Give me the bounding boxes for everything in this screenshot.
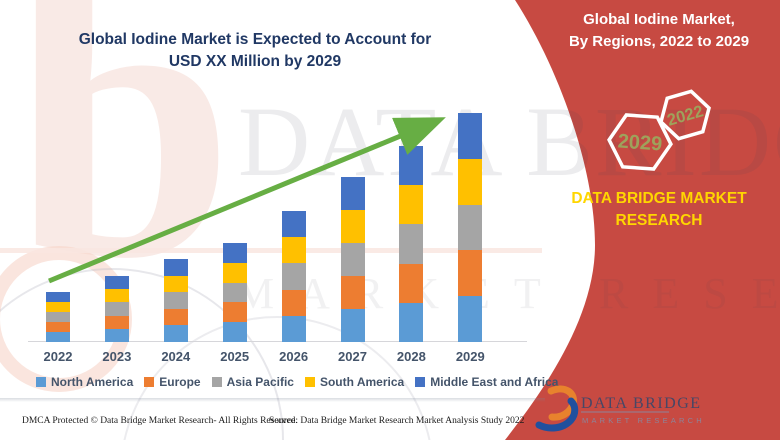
logo-subtitle: MARKET RESEARCH (582, 416, 705, 425)
footer-dmca-text: DMCA Protected © Data Bridge Market Rese… (22, 416, 298, 426)
legend-item-middle-east-and-africa: Middle East and Africa (415, 375, 558, 389)
legend-item-south-america: South America (304, 375, 405, 389)
chart-title: Global Iodine Market is Expected to Acco… (10, 29, 500, 72)
chart-legend: North America Europe Asia Pacific South Ame… (36, 375, 558, 389)
legend-label: South America (319, 375, 405, 389)
logo-title: DATA BRIDGE (581, 395, 702, 412)
legend-swatch (36, 377, 46, 387)
side-panel-title: Global Iodine Market, By Regions, 2022 t… (545, 9, 773, 53)
legend-label: Europe (159, 375, 201, 389)
side-panel-shape (505, 0, 780, 440)
legend-swatch (415, 377, 426, 387)
hexagon-badges: 2029 2022 (607, 89, 711, 171)
legend-item-europe: Europe (144, 375, 201, 389)
side-panel-title-line1: Global Iodine Market, (583, 11, 735, 28)
hexagon-2029-badge: 2029 (607, 113, 673, 171)
legend-item-north-america: North America (36, 375, 133, 389)
footer-source-text: Source: Data Bridge Market Research Mark… (269, 416, 525, 426)
divider-shadow (0, 398, 545, 402)
brand-wordmark: DATA BRIDGE MARKET RESEARCH (545, 188, 773, 231)
brand-line2: RESEARCH (615, 211, 703, 229)
legend-swatch (144, 377, 155, 387)
chart-title-line2: USD XX Million by 2029 (168, 52, 342, 70)
hexagon-outline (607, 113, 673, 171)
legend-label: Middle East and Africa (430, 375, 559, 389)
legend-label: Asia Pacific (226, 375, 294, 389)
legend-item-asia-pacific: Asia Pacific (211, 375, 294, 389)
chart-title-line1: Global Iodine Market is Expected to Acco… (78, 31, 432, 48)
legend-swatch (211, 377, 222, 387)
logo-b-blue-stroke (535, 397, 579, 432)
brand-line1: DATA BRIDGE MARKET (571, 190, 747, 207)
watermark-text-row2: MARKET RESEARCH (235, 269, 780, 318)
hexagon-outline (659, 89, 711, 141)
side-panel-title-line2: By Regions, 2022 to 2029 (568, 32, 750, 50)
legend-label: North America (51, 375, 134, 389)
hexagon-2029-label: 2029 (617, 130, 663, 155)
logo-underline (581, 411, 669, 413)
company-logo: DATA BRIDGE MARKET RESEARCH (535, 385, 705, 432)
legend-swatch (304, 377, 315, 387)
hexagon-2022-label: 2022 (665, 102, 705, 129)
